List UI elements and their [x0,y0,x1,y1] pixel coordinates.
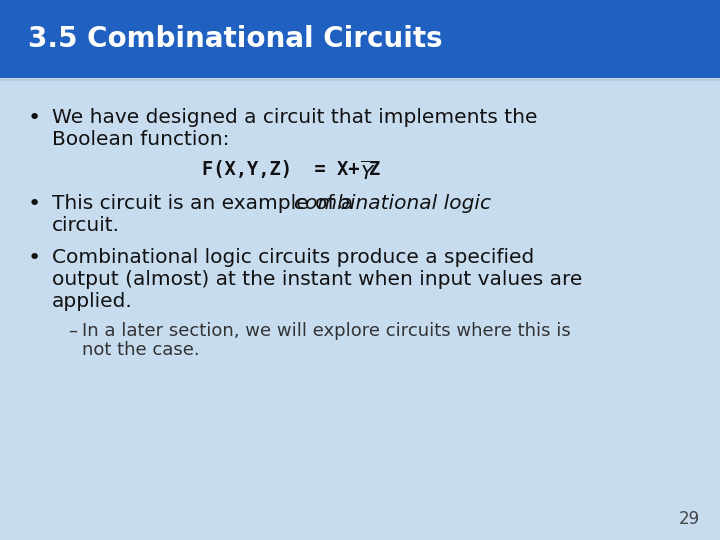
FancyBboxPatch shape [0,0,720,78]
Text: In a later section, we will explore circuits where this is: In a later section, we will explore circ… [82,322,571,340]
Text: combinational logic: combinational logic [294,194,491,213]
Text: •: • [28,108,41,128]
Text: output (almost) at the instant when input values are: output (almost) at the instant when inpu… [52,270,582,289]
Text: Combinational logic circuits produce a specified: Combinational logic circuits produce a s… [52,248,534,267]
Text: •: • [28,248,41,268]
Text: applied.: applied. [52,292,132,311]
Text: F(X,Y,Z)  = X+: F(X,Y,Z) = X+ [202,160,360,179]
Text: •: • [28,194,41,214]
Text: Z: Z [369,160,381,179]
Text: 29: 29 [679,510,700,528]
Text: –: – [68,322,77,340]
Text: Boolean function:: Boolean function: [52,130,230,149]
Text: not the case.: not the case. [82,341,199,359]
Text: We have designed a circuit that implements the: We have designed a circuit that implemen… [52,108,538,127]
Text: circuit.: circuit. [52,216,120,235]
Text: $\overline{Y}$: $\overline{Y}$ [360,160,376,184]
Text: This circuit is an example of a: This circuit is an example of a [52,194,359,213]
Text: 3.5 Combinational Circuits: 3.5 Combinational Circuits [28,25,443,53]
